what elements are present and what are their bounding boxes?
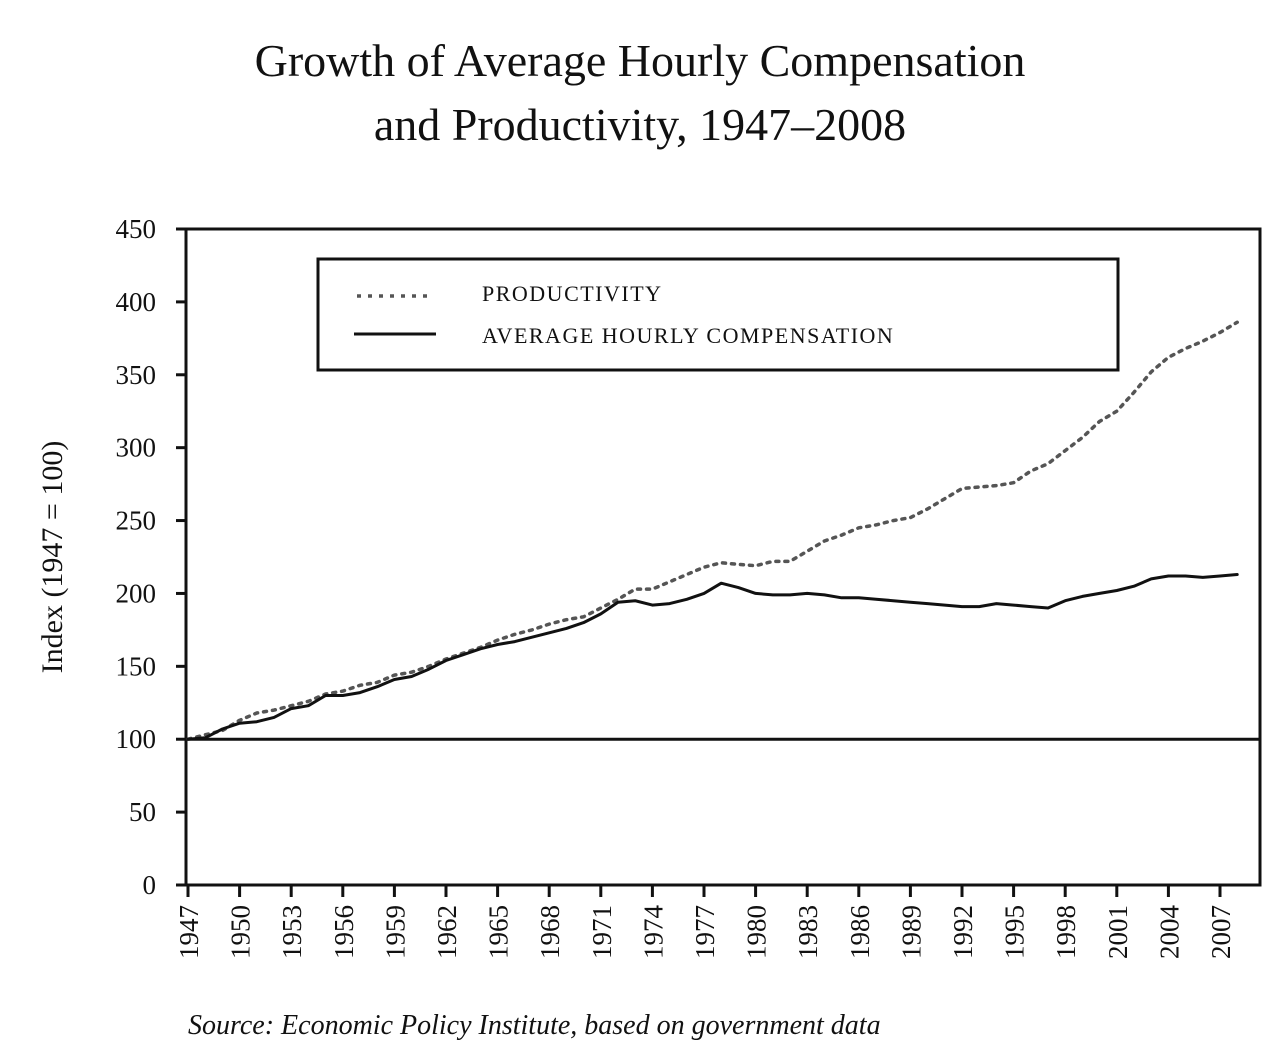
productivity-line: [186, 320, 1239, 741]
x-tick-label-1998: 1998: [1051, 905, 1081, 959]
legend-box: [316, 257, 1120, 372]
x-tick-label-1965: 1965: [484, 905, 514, 959]
y-tick-label-400: 400: [116, 287, 157, 317]
x-tick-label-1947: 1947: [174, 905, 204, 959]
x-tick-label-1962: 1962: [432, 905, 462, 959]
y-axis-label: Index (1947 = 100): [36, 441, 69, 674]
legend: PRODUCTIVITY AVERAGE HOURLY COMPENSATION: [316, 257, 1120, 372]
x-tick-label-1983: 1983: [793, 905, 823, 959]
x-tick-label-1986: 1986: [845, 905, 875, 959]
plot-frame: [184, 227, 1262, 887]
x-tick-label-1953: 1953: [277, 905, 307, 959]
source-note: Source: Economic Policy Institute, based…: [188, 1010, 881, 1041]
x-tick-label-2004: 2004: [1154, 905, 1184, 960]
x-tick-label-1968: 1968: [535, 905, 565, 959]
y-tick-label-450: 450: [116, 214, 157, 244]
legend-productivity-label: PRODUCTIVITY: [482, 281, 663, 306]
compensation-line: [186, 573, 1239, 741]
x-tick-label-1980: 1980: [742, 905, 772, 959]
x-tick-label-1950: 1950: [226, 905, 256, 959]
x-tick-label-2007: 2007: [1206, 905, 1236, 959]
y-tick-label-250: 250: [116, 506, 157, 536]
x-tick-label-1956: 1956: [329, 905, 359, 959]
chart-title-line-1: Growth of Average Hourly Compensation: [254, 35, 1026, 86]
x-tick-label-1959: 1959: [380, 905, 410, 959]
x-tick-label-2001: 2001: [1103, 905, 1133, 959]
x-tick-label-1974: 1974: [638, 905, 668, 960]
y-tick-label-100: 100: [116, 724, 157, 754]
x-tick-label-1992: 1992: [948, 905, 978, 959]
y-axis: 0 50 100 150 200 250 300 350 400 450: [116, 214, 186, 900]
x-tick-label-1989: 1989: [896, 905, 926, 959]
x-tick-label-1995: 1995: [1000, 905, 1030, 959]
x-axis: 1947 1950 1953 1956 1959 1962 1965 1968 1971 1974…: [174, 885, 1236, 959]
y-tick-label-50: 50: [129, 797, 156, 827]
x-tick-label-1971: 1971: [587, 905, 617, 959]
y-tick-label-200: 200: [116, 578, 157, 608]
y-tick-label-0: 0: [143, 870, 157, 900]
legend-compensation-label: AVERAGE HOURLY COMPENSATION: [482, 323, 894, 348]
chart-title-line-2: and Productivity, 1947–2008: [373, 99, 907, 150]
y-tick-label-350: 350: [116, 360, 157, 390]
y-tick-label-300: 300: [116, 433, 157, 463]
y-tick-label-150: 150: [116, 651, 157, 681]
x-tick-label-1977: 1977: [690, 905, 720, 959]
series-layer: [186, 320, 1239, 741]
